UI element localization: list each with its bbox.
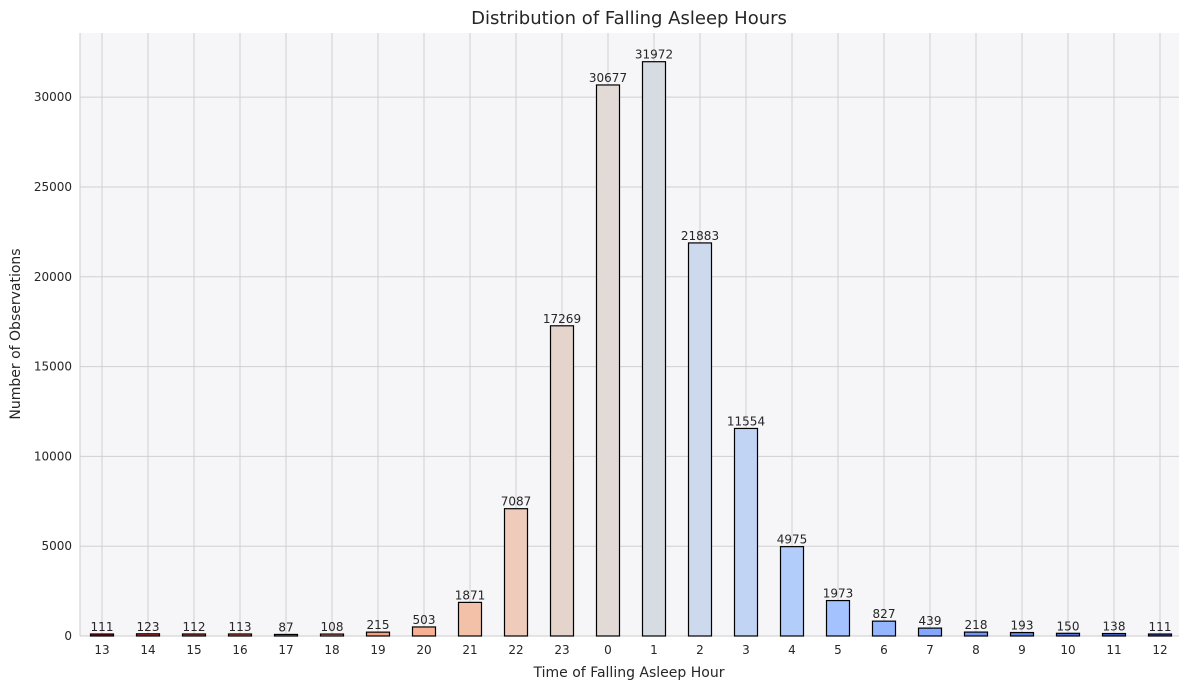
- chart-title: Distribution of Falling Asleep Hours: [471, 8, 787, 29]
- y-tick-label: 0: [64, 629, 72, 643]
- bar-value-label: 1871: [455, 588, 486, 602]
- bar-value-label: 111: [91, 620, 114, 634]
- x-tick-label: 18: [324, 643, 339, 657]
- bar-value-label: 827: [873, 607, 896, 621]
- x-axis-title: Time of Falling Asleep Hour: [533, 665, 725, 681]
- bar-value-label: 215: [367, 618, 390, 632]
- bar: [871, 620, 897, 637]
- bar: [1101, 632, 1127, 637]
- bar-value-label: 503: [413, 613, 436, 627]
- bar: [135, 633, 161, 637]
- bar: [1009, 631, 1035, 637]
- bar-value-label: 218: [965, 618, 988, 632]
- y-tick-label: 15000: [34, 360, 72, 374]
- x-tick-label: 2: [696, 643, 704, 657]
- bar: [733, 427, 759, 637]
- bar-value-label: 112: [183, 620, 206, 634]
- x-tick-labels: 13 14 15 16 17 18 19 20 21 22 23 0 1 2 3 4 5 6 7 8 9 10 11 12: [94, 643, 1167, 657]
- bar-value-label: 30677: [589, 71, 627, 85]
- bar-value-label: 111: [1149, 620, 1172, 634]
- x-tick-label: 14: [140, 643, 155, 657]
- x-tick-label: 11: [1106, 643, 1121, 657]
- bar-value-label: 193: [1011, 619, 1034, 633]
- x-tick-label: 12: [1152, 643, 1167, 657]
- y-tick-label: 10000: [34, 449, 72, 463]
- bar: [779, 546, 805, 637]
- x-tick-label: 16: [232, 643, 247, 657]
- data-labels: 111 123 112 113 87 108 215 503 1871 7087 17269 3067…: [91, 48, 1172, 635]
- y-tick-label: 30000: [34, 90, 72, 104]
- bar: [1147, 633, 1173, 637]
- bar: [181, 633, 207, 637]
- bar-value-label: 439: [919, 614, 942, 628]
- bar-value-label: 31972: [635, 48, 673, 62]
- bar-value-label: 7087: [501, 495, 532, 509]
- bar: [503, 508, 529, 637]
- x-tick-label: 1: [650, 643, 658, 657]
- x-tick-label: 10: [1060, 643, 1075, 657]
- x-tick-label: 13: [94, 643, 109, 657]
- bar: [549, 325, 575, 637]
- plot-area: [80, 33, 1179, 636]
- bar-value-label: 150: [1057, 619, 1080, 633]
- bar-value-label: 113: [229, 620, 252, 634]
- bar: [227, 633, 253, 637]
- x-tick-label: 19: [370, 643, 385, 657]
- bar: [963, 631, 989, 637]
- bar: [273, 633, 299, 637]
- x-tick-label: 3: [742, 643, 750, 657]
- x-tick-label: 4: [788, 643, 796, 657]
- x-tick-label: 7: [926, 643, 934, 657]
- bar: [917, 627, 943, 637]
- x-tick-label: 22: [508, 643, 523, 657]
- bar: [825, 599, 851, 637]
- y-tick-labels: 0 5000 10000 15000 20000 25000 30000: [34, 90, 72, 643]
- bars: [89, 61, 1173, 637]
- x-tick-label: 23: [554, 643, 569, 657]
- y-tick-label: 25000: [34, 180, 72, 194]
- x-tick-label: 15: [186, 643, 201, 657]
- bar-value-label: 123: [137, 620, 160, 634]
- x-tick-label: 0: [604, 643, 612, 657]
- bar-value-label: 108: [321, 620, 344, 634]
- bar-value-label: 17269: [543, 312, 581, 326]
- bar-value-label: 21883: [681, 229, 719, 243]
- x-tick-label: 20: [416, 643, 431, 657]
- bar: [89, 633, 115, 637]
- bar: [595, 84, 621, 637]
- bar: [687, 242, 713, 637]
- x-tick-label: 8: [972, 643, 980, 657]
- x-tick-label: 5: [834, 643, 842, 657]
- bar-value-label: 11554: [727, 414, 765, 428]
- bar: [457, 601, 483, 637]
- bar: [1055, 632, 1081, 637]
- y-tick-label: 20000: [34, 270, 72, 284]
- x-tick-label: 17: [278, 643, 293, 657]
- bar-value-label: 138: [1103, 620, 1126, 634]
- bar: [411, 626, 437, 637]
- bar-value-label: 4975: [777, 533, 808, 547]
- bar: [641, 61, 667, 637]
- x-tick-label: 21: [462, 643, 477, 657]
- bar-value-label: 87: [278, 620, 293, 634]
- x-tick-label: 9: [1018, 643, 1026, 657]
- bar-value-label: 1973: [823, 587, 854, 601]
- y-axis-title: Number of Observations: [8, 248, 24, 419]
- y-tick-label: 5000: [41, 539, 72, 553]
- bar: [365, 631, 391, 637]
- x-tick-label: 6: [880, 643, 888, 657]
- bar: [319, 633, 345, 637]
